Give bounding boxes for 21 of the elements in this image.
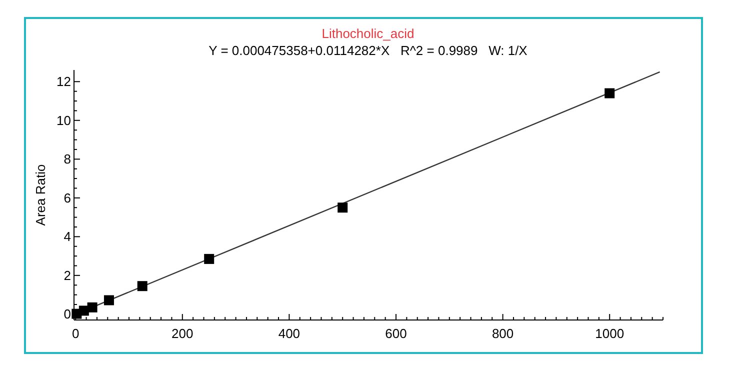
x-tick-label: 800 xyxy=(492,326,514,341)
point xyxy=(104,295,114,306)
x-tick-label: 400 xyxy=(278,326,300,341)
point xyxy=(204,254,214,264)
x-tick-label: 200 xyxy=(172,326,194,341)
y-tick-label: 12 xyxy=(56,74,71,90)
x-tick-label: 600 xyxy=(385,326,407,341)
chart-subtitle: Y = 0.000475358+0.0114282*X R^2 = 0.9989 W: 1/X xyxy=(208,43,528,58)
point xyxy=(87,302,98,312)
chart-title: Lithocholic_acid xyxy=(322,26,414,41)
x-tick-label: 1000 xyxy=(595,326,624,341)
point xyxy=(137,281,148,292)
point xyxy=(604,88,615,98)
y-tick-label: 6 xyxy=(64,190,71,206)
point xyxy=(338,202,348,213)
y-tick-label: 0 xyxy=(64,306,71,322)
y-tick-label: 2 xyxy=(64,268,71,283)
y-tick-label: 4 xyxy=(64,229,71,244)
y-tick-label: 8 xyxy=(64,152,71,167)
y-tick-label: 10 xyxy=(56,112,71,128)
y-axis-title: Area Ratio xyxy=(33,164,48,226)
